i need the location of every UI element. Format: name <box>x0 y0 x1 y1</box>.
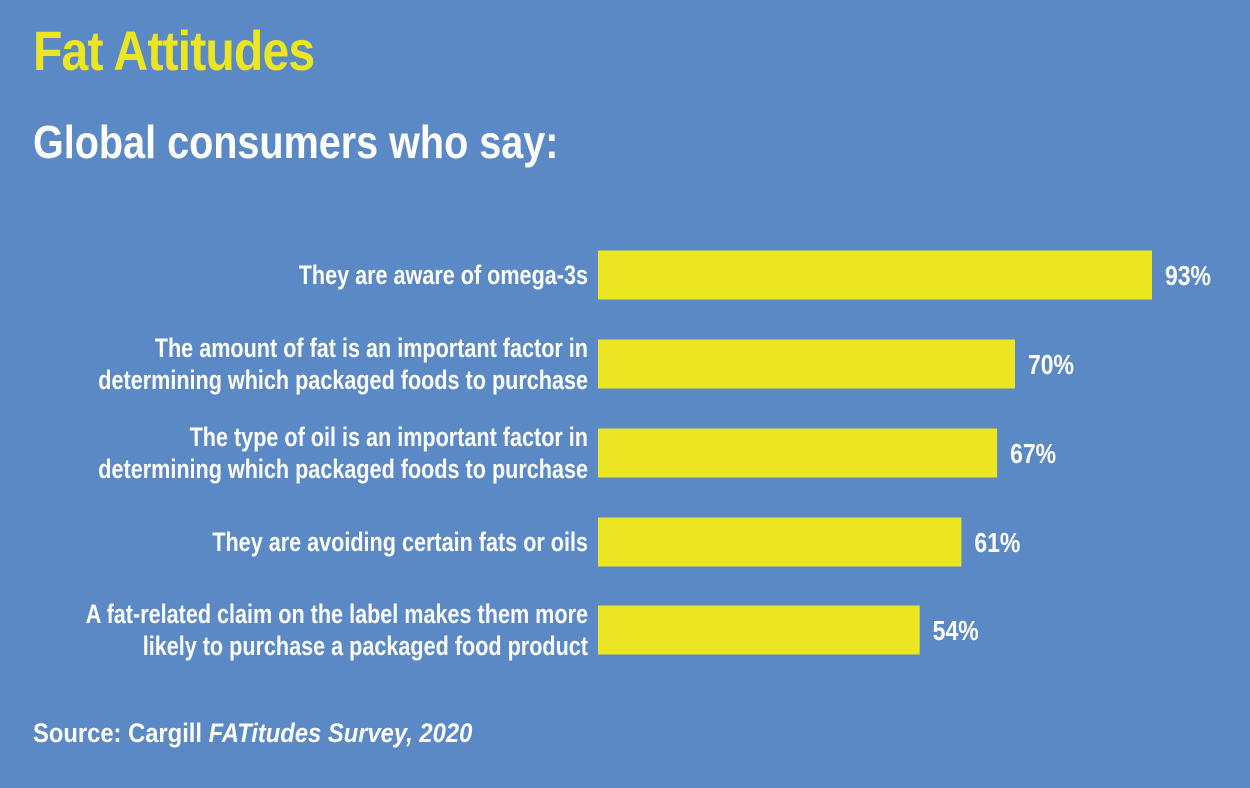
category-label-3-line-1: The type of oil is an important factor i… <box>190 422 588 452</box>
bar-2 <box>598 339 1015 389</box>
category-label-5-line-2: likely to purchase a packaged food produ… <box>143 631 588 661</box>
bar-4 <box>598 517 962 567</box>
value-label-5: 54% <box>933 615 979 646</box>
source-note: Source: Cargill FATitudes Survey, 2020 <box>33 718 472 749</box>
bar-3 <box>598 428 998 478</box>
source-prefix: Source: Cargill <box>33 718 209 748</box>
value-label-2: 70% <box>1028 349 1074 380</box>
category-label-2-line-1: The amount of fat is an important factor… <box>155 333 588 363</box>
source-survey-name: FATitudes Survey, 2020 <box>208 718 473 748</box>
category-label-3-line-2: determining which packaged foods to purc… <box>98 454 588 484</box>
value-label-4: 61% <box>974 527 1020 558</box>
category-label-1-line-1: They are aware of omega-3s <box>299 260 588 290</box>
bar-5 <box>598 605 920 655</box>
category-label-4-line-1: They are avoiding certain fats or oils <box>212 527 588 557</box>
value-label-3: 67% <box>1010 438 1056 469</box>
bar-1 <box>598 250 1152 300</box>
chart-subtitle: Global consumers who say: <box>33 116 559 168</box>
category-label-2-line-2: determining which packaged foods to purc… <box>98 365 588 395</box>
value-label-1: 93% <box>1165 260 1211 291</box>
chart-title: Fat Attitudes <box>33 19 315 82</box>
category-label-5-line-1: A fat-related claim on the label makes t… <box>86 599 588 629</box>
